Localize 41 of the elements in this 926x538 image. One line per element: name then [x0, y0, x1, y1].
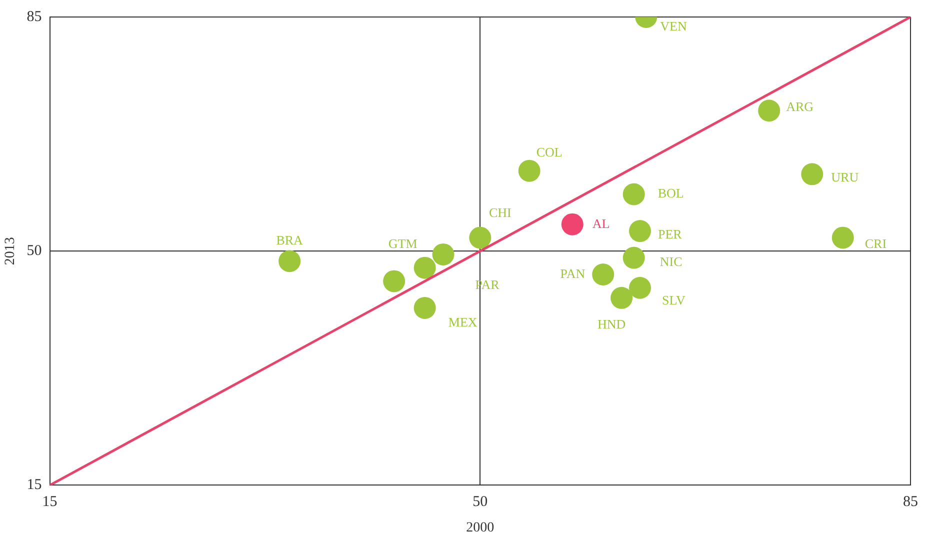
- series-label: VEN: [660, 18, 688, 34]
- point: [383, 270, 406, 292]
- series-label: HND: [597, 316, 626, 332]
- point: [561, 213, 584, 236]
- point: [628, 276, 651, 299]
- x-axis-title: 2000: [466, 520, 494, 536]
- series-label: AL: [592, 216, 610, 231]
- x-tick-label: 50: [472, 494, 488, 510]
- point: [628, 220, 651, 242]
- point: [622, 183, 645, 206]
- series-label: CRI: [864, 236, 887, 252]
- point: [278, 250, 301, 272]
- y-tick-label: 15: [26, 477, 42, 494]
- series-label: ARG: [786, 99, 814, 114]
- series-label: SLV: [662, 292, 686, 308]
- point: [832, 226, 854, 249]
- series-label: MEX: [448, 314, 478, 330]
- point: [469, 226, 492, 249]
- series-label: COL: [536, 144, 562, 160]
- point: [610, 286, 633, 309]
- series-label: URU: [831, 170, 860, 185]
- point: [414, 296, 436, 319]
- point: [801, 163, 824, 186]
- series-label: PAN: [560, 266, 586, 281]
- series-label: NIC: [660, 254, 682, 270]
- point: [758, 100, 780, 122]
- point: [622, 246, 645, 269]
- point: [518, 160, 540, 182]
- series-label: GTM: [388, 236, 418, 252]
- y-tick-label: 50: [26, 243, 42, 260]
- y-tick-label: 85: [26, 8, 42, 25]
- series-label: CHI: [488, 205, 512, 220]
- point: [414, 256, 436, 279]
- point: [432, 243, 454, 266]
- series-label: BRA: [276, 232, 304, 248]
- point: [592, 264, 614, 286]
- y-axis-title: 2013: [3, 237, 18, 266]
- series-label: BOL: [658, 186, 684, 201]
- x-tick-label: 15: [42, 494, 58, 510]
- x-tick-label: 85: [903, 494, 918, 510]
- series-label: PER: [658, 226, 682, 242]
